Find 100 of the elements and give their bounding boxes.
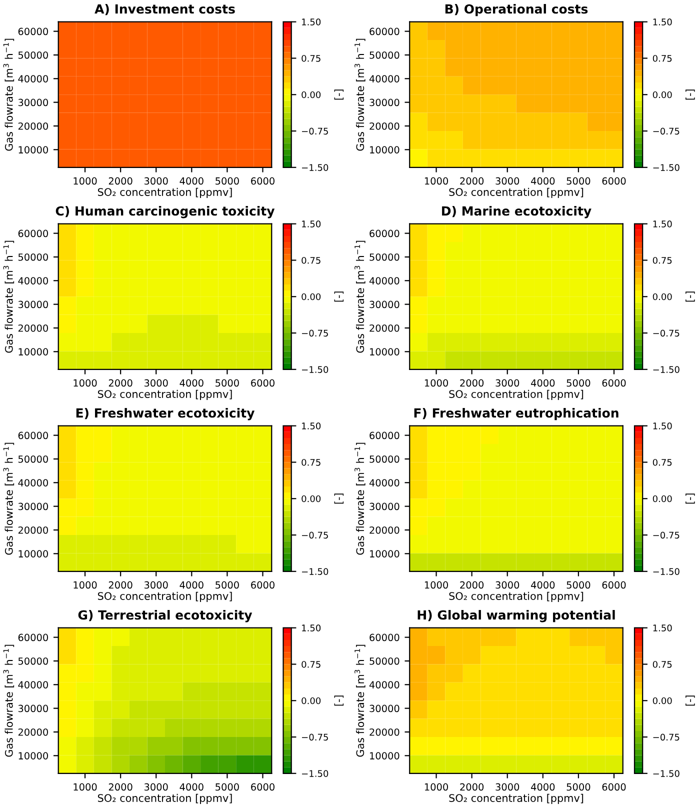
- chart-title: A) Investment costs: [94, 4, 235, 16]
- x-tick-label: 6000: [251, 379, 274, 387]
- color-bar-label: 1.50: [653, 422, 672, 430]
- x-tick-label: 2000: [108, 581, 132, 589]
- x-tick-label: 6000: [251, 783, 274, 791]
- y-axis-title: Gas flowrate [m$^{3}$ h$^{−1}$]: [354, 442, 366, 555]
- x-tick-label: 4000: [180, 581, 204, 589]
- y-axis-title: Gas flowrate [m$^{3}$ h$^{−1}$]: [3, 644, 14, 757]
- color-bar-title: [-]: [334, 696, 344, 706]
- color-bar-label: −1.50: [302, 770, 328, 777]
- chart-title: H) Global warming potential: [418, 610, 615, 622]
- x-axis-title: SO₂ concentration [ppmv]: [449, 188, 584, 198]
- color-bar-label: −0.75: [302, 734, 328, 741]
- x-tick-label: 5000: [566, 379, 590, 387]
- color-bar-label: −1.50: [653, 770, 680, 777]
- chart-title: G) Terrestrial ecotoxicity: [78, 610, 252, 622]
- x-tick-label: 2000: [108, 177, 132, 185]
- x-tick-label: 1000: [424, 783, 448, 791]
- y-tick-label: 40000: [369, 75, 400, 82]
- x-tick-label: 2000: [460, 783, 484, 791]
- color-bar-label: 0.75: [652, 256, 672, 264]
- y-tick-label: 50000: [18, 51, 48, 59]
- y-tick-label: 40000: [18, 277, 48, 284]
- y-tick-label: 50000: [370, 455, 400, 463]
- color-bar-label: 0.75: [302, 458, 320, 466]
- x-tick-label: 5000: [566, 783, 590, 791]
- color-bar-label: −1.50: [653, 164, 680, 171]
- x-axis-title: SO₂ concentration [ppmv]: [98, 390, 232, 400]
- x-tick-label: 2000: [460, 177, 484, 185]
- color-bar-label: 0.00: [302, 697, 321, 704]
- x-tick-label: 4000: [180, 379, 204, 387]
- x-tick-label: 3000: [144, 783, 168, 791]
- color-bar-title: [-]: [686, 292, 695, 302]
- color-bar-label: 0.00: [652, 697, 672, 704]
- color-bar-title: [-]: [334, 292, 344, 302]
- x-tick-label: 5000: [566, 177, 590, 185]
- x-tick-label: 3000: [144, 581, 168, 589]
- color-bar-label: −0.75: [653, 330, 680, 337]
- y-tick-label: 40000: [369, 277, 400, 284]
- y-tick-label: 40000: [369, 681, 400, 688]
- color-bar-label: 1.50: [302, 422, 321, 430]
- color-bar-title: [-]: [334, 90, 344, 100]
- y-tick-label: 40000: [18, 681, 48, 688]
- color-bar-title: [-]: [334, 494, 344, 504]
- color-bar-label: 1.50: [653, 624, 672, 632]
- color-bar-label: −1.50: [302, 366, 328, 373]
- x-tick-label: 1000: [74, 379, 97, 387]
- y-tick-label: 60000: [18, 230, 48, 238]
- y-tick-label: 20000: [370, 324, 400, 332]
- y-tick-label: 50000: [18, 657, 48, 665]
- x-tick-label: 2000: [460, 379, 484, 387]
- color-bar-label: 0.75: [652, 54, 672, 62]
- y-axis-title: Gas flowrate [m$^{3}$ h$^{−1}$]: [354, 240, 366, 353]
- y-tick-label: 60000: [370, 634, 400, 642]
- y-tick-label: 10000: [18, 146, 48, 154]
- color-bar-label: 0.75: [302, 660, 320, 668]
- color-bar-label: 0.75: [302, 256, 320, 264]
- chart-title: D) Marine ecotoxicity: [442, 206, 592, 218]
- color-bar-label: 1.50: [302, 220, 321, 228]
- y-tick-label: 20000: [370, 526, 400, 534]
- x-tick-label: 6000: [602, 581, 626, 589]
- y-tick-label: 50000: [18, 455, 48, 463]
- y-tick-label: 60000: [370, 432, 400, 440]
- color-bar-label: 0.00: [652, 91, 672, 98]
- x-tick-label: 6000: [602, 177, 626, 185]
- x-axis-title: SO₂ concentration [ppmv]: [98, 592, 232, 602]
- color-bar-title: [-]: [686, 696, 695, 706]
- color-bar-label: 1.50: [653, 220, 672, 228]
- y-axis-title: Gas flowrate [m$^{3}$ h$^{−1}$]: [3, 442, 14, 555]
- color-bar-label: −0.75: [653, 532, 680, 539]
- x-tick-label: 3000: [496, 177, 520, 185]
- color-bar-label: −0.75: [653, 734, 680, 741]
- y-axis-title: Gas flowrate [m$^{3}$ h$^{−1}$]: [354, 644, 366, 757]
- y-axis-title: Gas flowrate [m$^{3}$ h$^{−1}$]: [354, 38, 366, 151]
- x-tick-label: 3000: [496, 783, 520, 791]
- y-tick-label: 40000: [18, 479, 48, 486]
- x-tick-label: 1000: [74, 783, 97, 791]
- color-bar-label: 0.00: [302, 91, 321, 98]
- x-tick-label: 1000: [424, 581, 448, 589]
- x-tick-label: 1000: [424, 177, 448, 185]
- x-tick-label: 5000: [216, 379, 239, 387]
- x-tick-label: 4000: [531, 379, 555, 387]
- x-tick-label: 1000: [74, 177, 97, 185]
- y-tick-label: 30000: [18, 300, 48, 308]
- y-tick-label: 20000: [370, 122, 400, 130]
- color-bar-label: 0.75: [652, 660, 672, 668]
- y-tick-label: 30000: [370, 502, 400, 510]
- color-bar-label: −0.75: [302, 330, 328, 337]
- color-bar-label: −1.50: [302, 568, 328, 575]
- chart-title: B) Operational costs: [445, 4, 588, 16]
- y-tick-label: 30000: [370, 704, 400, 712]
- y-tick-label: 30000: [370, 300, 400, 308]
- chart-title: F) Freshwater eutrophication: [414, 408, 618, 420]
- y-tick-label: 40000: [369, 479, 400, 486]
- x-tick-label: 3000: [144, 379, 168, 387]
- x-tick-label: 6000: [251, 177, 274, 185]
- y-tick-label: 20000: [18, 526, 48, 534]
- color-bar-label: 0.00: [302, 293, 321, 300]
- x-tick-label: 2000: [460, 581, 484, 589]
- y-tick-label: 10000: [18, 348, 48, 356]
